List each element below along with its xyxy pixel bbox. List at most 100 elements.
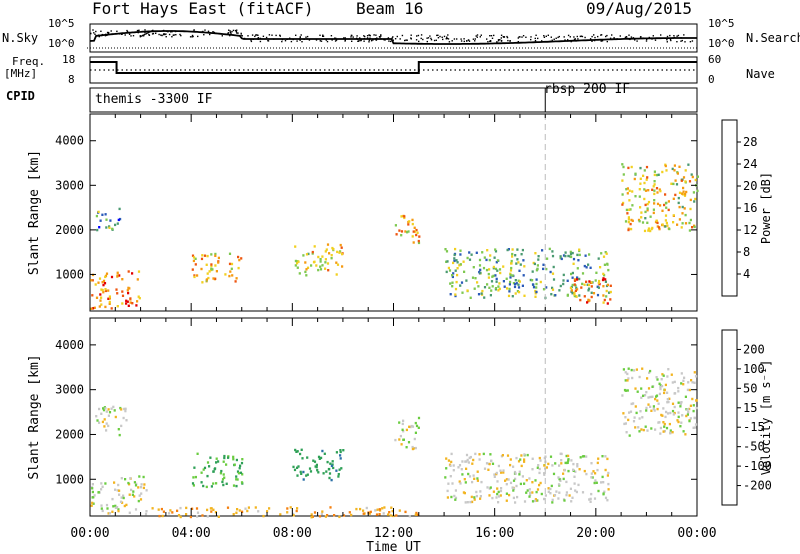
nsky-point xyxy=(581,35,584,38)
power-cell xyxy=(605,252,608,255)
velocity-cell xyxy=(679,405,682,408)
power-cell xyxy=(680,179,683,182)
nsky-point xyxy=(525,36,527,38)
velocity-cell xyxy=(665,410,668,414)
power-cell xyxy=(643,181,646,185)
power-cell xyxy=(693,225,696,229)
velocity-cell xyxy=(140,483,143,486)
velocity-cell xyxy=(520,464,523,468)
power-cell xyxy=(569,250,572,254)
velocity-cell xyxy=(528,477,531,480)
power-cell xyxy=(121,290,124,293)
velocity-cell xyxy=(554,462,557,465)
nsky-point xyxy=(138,29,140,31)
nsky-point xyxy=(652,35,654,37)
velocity-cell xyxy=(395,514,398,517)
power-cell xyxy=(602,294,605,297)
nsky-point xyxy=(366,37,369,39)
velocity-cell xyxy=(567,458,570,461)
velocity-ytick-label: 2000 xyxy=(55,427,84,441)
power-cell xyxy=(104,288,107,291)
power-cell xyxy=(696,175,699,178)
power-cell xyxy=(137,295,140,298)
velocity-cell xyxy=(538,471,541,475)
power-cell xyxy=(235,277,238,280)
power-cell xyxy=(482,266,486,270)
nsky-point xyxy=(171,36,173,38)
nsky-point xyxy=(689,41,692,43)
velocity-cell xyxy=(320,456,323,460)
power-cell xyxy=(639,206,642,209)
nsky-point xyxy=(252,38,254,40)
power-cell xyxy=(571,283,574,287)
velocity-cell xyxy=(688,388,691,392)
power-cell xyxy=(587,289,590,292)
velocity-cell xyxy=(195,507,199,510)
power-cell xyxy=(668,227,671,231)
velocity-cell xyxy=(326,460,329,464)
nsky-point xyxy=(594,36,596,39)
velocity-cell xyxy=(636,390,639,393)
power-cell xyxy=(599,266,602,269)
velocity-cell xyxy=(623,422,626,426)
velocity-cell xyxy=(203,466,207,470)
power-cell xyxy=(445,250,449,253)
power-cell xyxy=(96,228,99,232)
power-cell xyxy=(483,256,486,259)
nsky-point xyxy=(500,40,503,42)
velocity-cell xyxy=(404,510,407,514)
velocity-cell xyxy=(693,381,696,384)
velocity-cell xyxy=(695,399,698,402)
nsky-point xyxy=(319,34,321,36)
velocity-colorbar-tick-label: 200 xyxy=(743,342,765,356)
nsky-point xyxy=(163,33,165,35)
power-cell xyxy=(537,255,540,258)
power-cell xyxy=(214,277,217,280)
power-cell xyxy=(665,221,668,225)
nsky-point xyxy=(335,37,337,39)
power-cell xyxy=(330,257,333,260)
power-cell xyxy=(341,252,344,256)
power-cell xyxy=(491,285,494,288)
velocity-cell xyxy=(656,407,659,411)
power-cell xyxy=(542,263,545,266)
velocity-cell xyxy=(300,448,303,451)
nsky-point xyxy=(547,34,549,36)
velocity-region-8 xyxy=(621,367,698,437)
velocity-cell xyxy=(464,460,467,463)
power-cell xyxy=(602,255,606,258)
velocity-cell xyxy=(496,492,499,496)
velocity-cell xyxy=(446,489,449,493)
velocity-cell xyxy=(116,506,119,509)
velocity-cell xyxy=(114,504,117,508)
time-tick-label: 08:00 xyxy=(273,526,312,541)
power-cell xyxy=(494,248,497,251)
velocity-cell xyxy=(677,411,680,414)
velocity-cell xyxy=(414,431,417,434)
velocity-cell xyxy=(560,462,563,465)
velocity-cell xyxy=(91,496,94,499)
nsky-point xyxy=(299,39,301,41)
velocity-cell xyxy=(90,504,93,507)
power-cell xyxy=(585,280,588,283)
nsky-point xyxy=(262,35,265,37)
nsky-point xyxy=(627,38,630,40)
power-cell xyxy=(459,284,462,287)
summary-panel-3 xyxy=(89,87,698,113)
nsky-point xyxy=(330,35,333,37)
velocity-cell xyxy=(499,469,502,472)
power-cell xyxy=(645,165,649,169)
velocity-cell xyxy=(241,458,244,461)
power-cell xyxy=(570,289,573,292)
nsky-point xyxy=(626,36,628,38)
velocity-cell xyxy=(217,460,220,463)
velocity-panel-frame xyxy=(89,317,698,517)
power-cell xyxy=(313,245,316,248)
power-cell xyxy=(628,199,631,202)
velocity-cell xyxy=(236,470,240,473)
power-cell xyxy=(483,296,486,299)
power-cell xyxy=(576,276,579,279)
power-cell xyxy=(621,179,624,182)
power-cell xyxy=(192,259,195,263)
power-cell xyxy=(566,279,569,282)
